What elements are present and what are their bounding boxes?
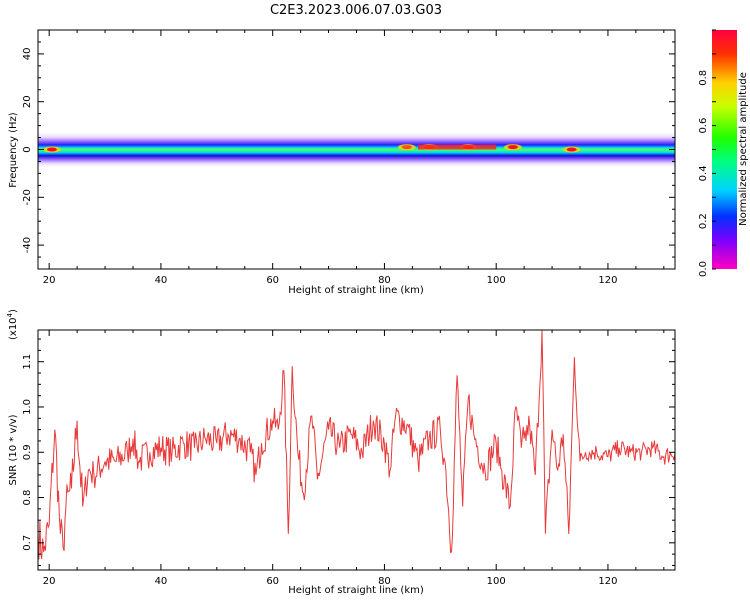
- snr-x-ticks: 20 40 60 80 100 120: [43, 330, 665, 587]
- spectrogram-x-tick-label: 100: [487, 275, 506, 286]
- colorbar-tick-label: 0.0: [698, 261, 709, 277]
- snr-x-tick-label: 120: [598, 576, 617, 587]
- spectrogram-panel: 20 40 60 80 100 120 40 20 0 -20 -40 Height of str…: [8, 29, 676, 296]
- spectrogram-peak-segment: [417, 144, 497, 150]
- spectrogram-y-label: Frequency (Hz): [8, 112, 19, 188]
- snr-x-tick-label: 100: [487, 576, 506, 587]
- colorbar-ticks: 0.0 0.2 0.4 0.6 0.8: [698, 29, 716, 277]
- spectrogram-y-ticks: 40 20 0 -20 -40: [22, 29, 675, 270]
- spectrogram-y-tick-label: 20: [22, 95, 33, 108]
- spectrogram-x-tick-label: 80: [378, 275, 391, 286]
- snr-y-tick-label: 1.0: [22, 399, 33, 415]
- snr-x-label: Height of straight line (km): [288, 585, 424, 596]
- spectrogram-y-tick-label: -40: [22, 237, 33, 253]
- spectrogram-peak: [507, 145, 518, 150]
- spectrogram-x-tick-label: 120: [598, 275, 617, 286]
- colorbar-tick-label: 0.4: [698, 165, 709, 181]
- snr-y-ticks: 0.7 0.8 0.9 1.0 1.1: [22, 338, 675, 566]
- spectrogram-y-tick-label: 40: [22, 48, 33, 61]
- snr-multiplier-base: (x10: [8, 317, 19, 340]
- spectrogram-x-tick-label: 60: [266, 275, 279, 286]
- colorbar-scale: [712, 30, 737, 269]
- colorbar: 0.0 0.2 0.4 0.6 0.8 Normalized spectral ampl…: [698, 29, 749, 277]
- snr-y-label: SNR (10 * v/v): [8, 414, 19, 485]
- snr-x-tick-label: 40: [155, 576, 168, 587]
- snr-x-tick-label: 20: [43, 576, 56, 587]
- colorbar-tick-label: 0.6: [698, 118, 709, 134]
- spectrogram-y-tick-label: 0: [22, 146, 33, 152]
- spectrogram-x-tick-label: 40: [155, 275, 168, 286]
- spectrogram-x-tick-label: 20: [43, 275, 56, 286]
- snr-multiplier-close: ): [8, 309, 19, 313]
- spectrogram-peak: [401, 145, 412, 150]
- colorbar-tick-label: 0.8: [698, 70, 709, 86]
- spectrogram-x-label: Height of straight line (km): [288, 285, 424, 296]
- snr-y-tick-label: 1.1: [22, 354, 33, 370]
- snr-multiplier: (x104): [6, 309, 19, 340]
- spectrogram-peaks: [42, 144, 581, 153]
- spectrogram-y-tick-label: -20: [22, 189, 33, 205]
- snr-y-tick-label: 0.7: [22, 535, 33, 551]
- figure-title: C2E3.2023.006.07.03.G03: [270, 3, 442, 18]
- spectrogram-x-ticks: 20 40 60 80 100 120: [43, 30, 665, 286]
- snr-multiplier-exponent: 4: [6, 312, 14, 317]
- colorbar-tick-label: 0.2: [698, 213, 709, 229]
- snr-x-tick-label: 80: [378, 576, 391, 587]
- spectrogram-peak: [46, 147, 57, 152]
- colorbar-label: Normalized spectral amplitude: [738, 72, 749, 226]
- snr-panel: 20 40 60 80 100 120 0.7 0.8 0.9 1.0 1.1 Height of…: [6, 309, 676, 596]
- snr-y-tick-label: 0.8: [22, 490, 33, 506]
- snr-series-line: [38, 330, 675, 560]
- snr-y-tick-label: 0.9: [22, 444, 33, 460]
- spectrogram-peak: [566, 147, 577, 152]
- snr-x-tick-label: 60: [266, 576, 279, 587]
